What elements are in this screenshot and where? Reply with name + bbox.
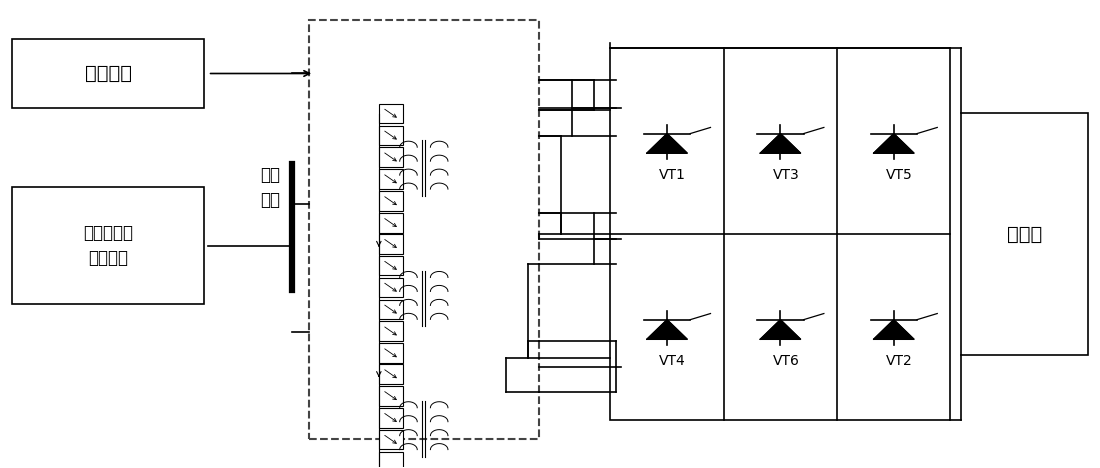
Text: VT3: VT3	[772, 168, 800, 182]
Bar	[12, 38, 205, 109]
Bar	[378, 452, 403, 468]
Bar	[961, 113, 1088, 355]
Bar	[12, 188, 205, 304]
Text: 电解槽: 电解槽	[1006, 225, 1042, 243]
Polygon shape	[647, 320, 688, 339]
Bar	[378, 300, 403, 319]
Bar	[378, 191, 403, 211]
Bar	[378, 125, 403, 145]
Polygon shape	[760, 320, 801, 339]
Polygon shape	[873, 133, 914, 153]
Bar	[378, 408, 403, 428]
Bar	[378, 234, 403, 254]
Bar	[378, 213, 403, 233]
Bar	[378, 386, 403, 406]
Bar	[378, 256, 403, 275]
Polygon shape	[760, 133, 801, 153]
Bar	[610, 48, 950, 420]
Text: 交流
母线: 交流 母线	[261, 166, 280, 209]
Bar	[378, 169, 403, 189]
Polygon shape	[647, 133, 688, 153]
Text: VT5: VT5	[886, 168, 913, 182]
Bar	[378, 147, 403, 167]
Bar	[378, 322, 403, 341]
Polygon shape	[873, 320, 914, 339]
Text: VT1: VT1	[659, 168, 686, 182]
Bar	[378, 430, 403, 449]
Bar	[378, 344, 403, 363]
Bar	[309, 20, 539, 439]
Text: 下垂控制: 下垂控制	[85, 64, 132, 83]
Bar	[378, 104, 403, 123]
Bar	[378, 364, 403, 384]
Text: VT6: VT6	[772, 354, 800, 368]
Text: 带下垂控制
的逆变器: 带下垂控制 的逆变器	[84, 224, 133, 267]
Text: VT4: VT4	[659, 354, 686, 368]
Bar	[378, 278, 403, 297]
Text: VT2: VT2	[886, 354, 913, 368]
